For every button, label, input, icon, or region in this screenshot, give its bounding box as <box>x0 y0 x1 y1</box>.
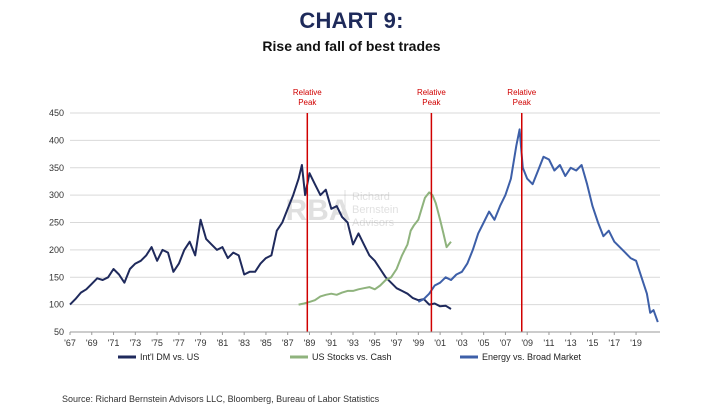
series-line-1 <box>69 164 452 310</box>
relative-peak-label: Relative <box>507 88 536 97</box>
x-tick-label: '01 <box>434 338 446 348</box>
chart-title: CHART 9: <box>299 8 404 33</box>
watermark-text-1: Richard <box>352 191 390 203</box>
axes: 50 100 150 200 250 300 350 400 450 '67 '69 '71 '73 '7… <box>49 108 660 348</box>
x-tick-label: '93 <box>347 338 359 348</box>
x-tick-label: '17 <box>608 338 620 348</box>
x-tick-label: '67 <box>64 338 76 348</box>
x-tick-label: '73 <box>129 338 141 348</box>
x-tick-label: '07 <box>500 338 512 348</box>
y-tick-label: 400 <box>49 135 64 145</box>
x-tick-label: '05 <box>478 338 490 348</box>
x-tick-label: '81 <box>217 338 229 348</box>
watermark: RBA Richard Bernstein Advisors <box>286 190 398 230</box>
legend-label-1: Int'l DM vs. US <box>140 352 199 362</box>
x-tick-label: '95 <box>369 338 381 348</box>
x-tick-label: '97 <box>391 338 403 348</box>
watermark-text-3: Advisors <box>352 217 395 229</box>
relative-peak-label: Relative <box>417 88 446 97</box>
x-tick-label: '89 <box>304 338 316 348</box>
legend: Int'l DM vs. US US Stocks vs. Cash Energy … <box>118 352 582 362</box>
y-tick-label: 50 <box>54 327 64 337</box>
x-tick-label: '79 <box>195 338 207 348</box>
x-tick-label: '69 <box>86 338 98 348</box>
x-tick-label: '85 <box>260 338 272 348</box>
y-tick-label: 250 <box>49 218 64 228</box>
watermark-text-2: Bernstein <box>352 204 398 216</box>
x-tick-label: '03 <box>456 338 468 348</box>
x-tick-label: '77 <box>173 338 185 348</box>
legend-label-2: US Stocks vs. Cash <box>312 352 392 362</box>
y-tick-label: 200 <box>49 245 64 255</box>
relative-peak-label: Peak <box>513 98 532 107</box>
x-tick-label: '09 <box>521 338 533 348</box>
y-tick-label: 450 <box>49 108 64 118</box>
x-tick-label: '15 <box>587 338 599 348</box>
relative-peak-label: Peak <box>298 98 317 107</box>
x-tick-label: '75 <box>151 338 163 348</box>
relative-peak-label: Peak <box>422 98 441 107</box>
y-tick-label: 300 <box>49 190 64 200</box>
relative-peak-label: Relative <box>293 88 322 97</box>
legend-label-3: Energy vs. Broad Market <box>482 352 582 362</box>
watermark-logo: RBA <box>286 194 351 227</box>
x-tick-label: '91 <box>325 338 337 348</box>
y-tick-label: 150 <box>49 272 64 282</box>
x-tick-label: '99 <box>412 338 424 348</box>
y-tick-label: 100 <box>49 300 64 310</box>
x-tick-label: '87 <box>282 338 294 348</box>
series-line-3 <box>417 128 659 323</box>
x-tick-label: '13 <box>565 338 577 348</box>
y-tick-label: 350 <box>49 163 64 173</box>
x-tick-label: '19 <box>630 338 642 348</box>
chart-subtitle: Rise and fall of best trades <box>262 38 441 54</box>
x-tick-label: '83 <box>238 338 250 348</box>
source-note: Source: Richard Bernstein Advisors LLC, … <box>62 394 380 404</box>
x-tick-label: '11 <box>543 338 554 348</box>
x-tick-label: '71 <box>108 338 120 348</box>
